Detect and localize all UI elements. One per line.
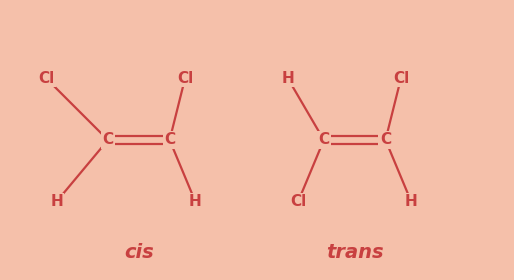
- Text: cis: cis: [124, 242, 154, 262]
- Text: Cl: Cl: [177, 71, 193, 86]
- Text: H: H: [50, 194, 63, 209]
- Text: Cl: Cl: [393, 71, 409, 86]
- Text: trans: trans: [326, 242, 383, 262]
- Text: H: H: [282, 71, 294, 86]
- Text: H: H: [405, 194, 417, 209]
- Text: H: H: [189, 194, 201, 209]
- Text: C: C: [318, 132, 329, 148]
- Text: C: C: [164, 132, 175, 148]
- Text: C: C: [380, 132, 391, 148]
- Text: Cl: Cl: [290, 194, 306, 209]
- Text: C: C: [102, 132, 114, 148]
- Text: Cl: Cl: [38, 71, 54, 86]
